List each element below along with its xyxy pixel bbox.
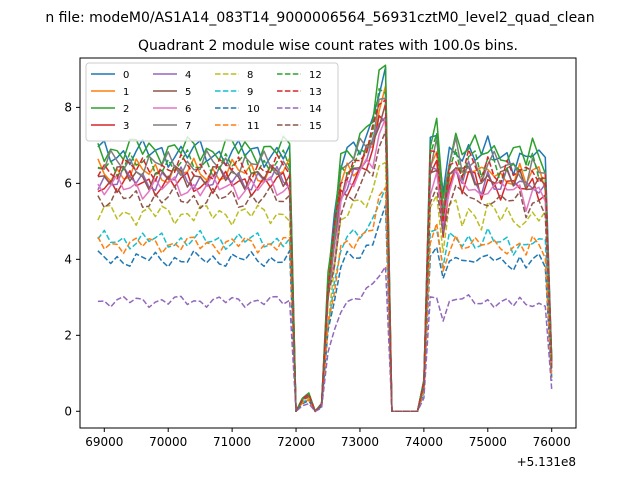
y-tick-label: 0 bbox=[64, 404, 72, 418]
x-tick-label: 72000 bbox=[277, 435, 315, 449]
y-axis: 0 2 4 6 8 bbox=[64, 100, 80, 418]
legend-label-9: 9 bbox=[247, 87, 253, 98]
series-line-10 bbox=[97, 204, 553, 413]
plot-frame bbox=[79, 57, 577, 429]
x-tick-label: 70000 bbox=[149, 435, 187, 449]
series-layer bbox=[97, 64, 553, 413]
series-line-11 bbox=[97, 187, 553, 413]
x-tick-label: 74000 bbox=[405, 435, 443, 449]
chart-title: Quadrant 2 module wise count rates with … bbox=[138, 38, 518, 54]
x-tick-label: 69000 bbox=[85, 435, 123, 449]
series-line-15 bbox=[97, 130, 553, 413]
legend-label-11: 11 bbox=[247, 121, 260, 132]
legend-label-6: 6 bbox=[185, 104, 191, 115]
legend-label-8: 8 bbox=[247, 70, 253, 81]
x-tick-label: 76000 bbox=[533, 435, 571, 449]
legend-label-1: 1 bbox=[123, 87, 129, 98]
x-tick-label: 71000 bbox=[213, 435, 251, 449]
series-line-14 bbox=[97, 265, 553, 413]
legend-label-3: 3 bbox=[123, 121, 129, 132]
legend-label-14: 14 bbox=[309, 104, 322, 115]
legend-label-13: 13 bbox=[309, 87, 322, 98]
legend-label-12: 12 bbox=[309, 70, 322, 81]
legend-label-0: 0 bbox=[123, 70, 129, 81]
x-offset-label: +5.131e8 bbox=[517, 455, 576, 469]
legend-label-4: 4 bbox=[185, 70, 191, 81]
y-tick-label: 2 bbox=[64, 328, 72, 342]
legend-label-10: 10 bbox=[247, 104, 260, 115]
x-tick-label: 75000 bbox=[469, 435, 507, 449]
legend-label-5: 5 bbox=[185, 87, 191, 98]
x-tick-label: 73000 bbox=[341, 435, 379, 449]
legend-label-7: 7 bbox=[185, 121, 191, 132]
figure-suptitle: n file: modeM0/AS1A14_083T14_9000006564_… bbox=[45, 10, 594, 26]
y-tick-label: 6 bbox=[64, 176, 72, 190]
legend-label-15: 15 bbox=[309, 121, 322, 132]
legend-box bbox=[85, 62, 339, 142]
y-tick-label: 4 bbox=[64, 252, 72, 266]
legend-label-2: 2 bbox=[123, 104, 129, 115]
x-axis: 69000 70000 71000 72000 73000 74000 75000 76000 bbox=[85, 428, 571, 449]
y-tick-label: 8 bbox=[64, 100, 72, 114]
